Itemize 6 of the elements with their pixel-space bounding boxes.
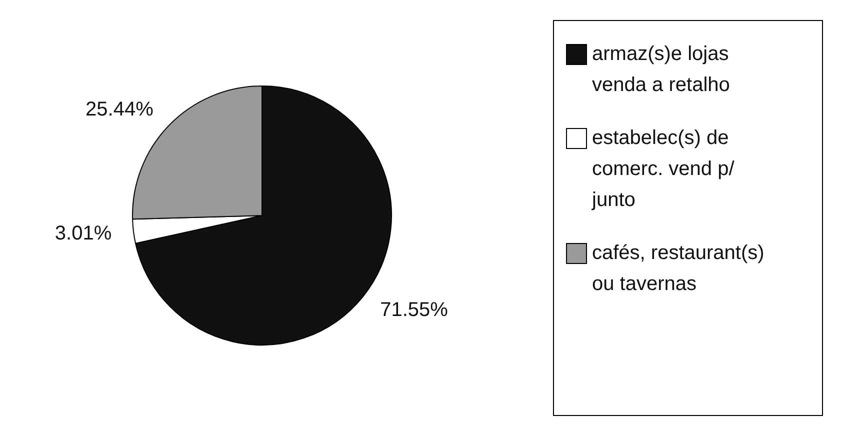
- data-label: 71.55%: [380, 298, 448, 321]
- data-label: 3.01%: [54, 222, 112, 244]
- legend-label: armaz(s)e lojas venda a retalho: [592, 42, 731, 98]
- legend-label: estabelec(s) de comerc. vend p/ junto: [592, 126, 736, 213]
- legend-label: cafés, restaurant(s) ou tavernas: [592, 241, 766, 297]
- data-label: 25.44%: [86, 98, 154, 120]
